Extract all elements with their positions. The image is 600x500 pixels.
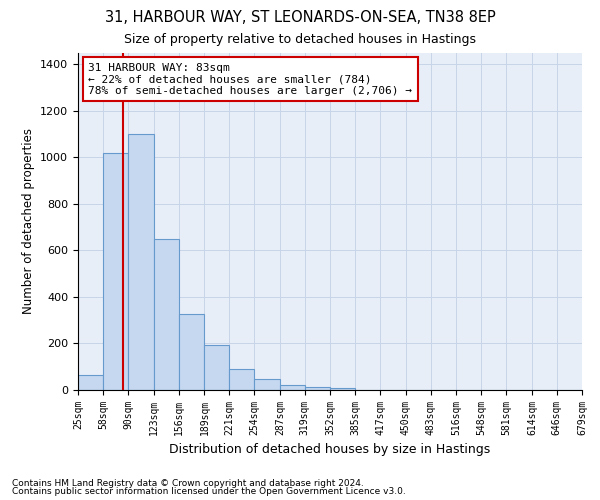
Bar [103,152,128,390]
Bar [78,375,103,390]
Bar [280,386,305,390]
Text: Contains public sector information licensed under the Open Government Licence v3: Contains public sector information licen… [12,487,406,496]
Bar [330,388,355,390]
Y-axis label: Number of detached properties: Number of detached properties [22,128,35,314]
Bar [205,344,229,390]
Bar [128,134,154,390]
Text: 31 HARBOUR WAY: 83sqm
← 22% of detached houses are smaller (784)
78% of semi-det: 31 HARBOUR WAY: 83sqm ← 22% of detached … [88,62,412,96]
Text: Contains HM Land Registry data © Crown copyright and database right 2024.: Contains HM Land Registry data © Crown c… [12,478,364,488]
Bar [154,238,179,390]
Text: 31, HARBOUR WAY, ST LEONARDS-ON-SEA, TN38 8EP: 31, HARBOUR WAY, ST LEONARDS-ON-SEA, TN3… [104,10,496,25]
Text: Size of property relative to detached houses in Hastings: Size of property relative to detached ho… [124,32,476,46]
Bar [305,386,330,390]
Bar [229,369,254,390]
Bar [179,314,205,390]
Bar [254,379,280,390]
X-axis label: Distribution of detached houses by size in Hastings: Distribution of detached houses by size … [169,444,491,456]
